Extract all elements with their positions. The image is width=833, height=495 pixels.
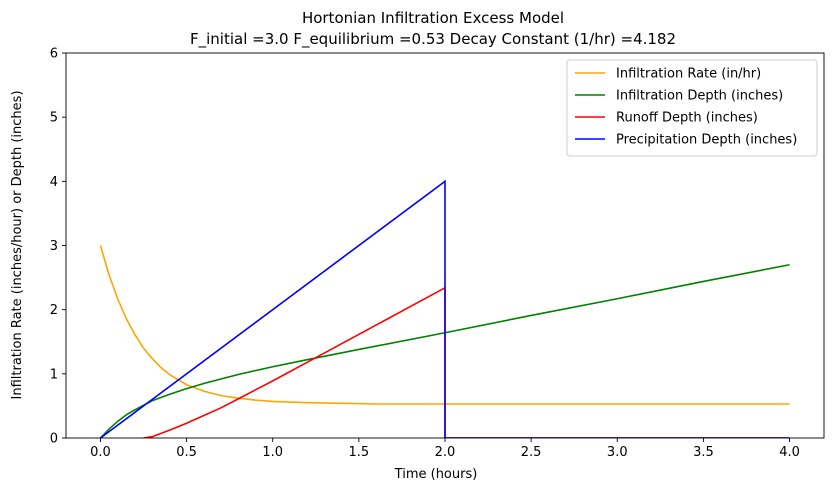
series-line-2 xyxy=(99,263,790,438)
y-tick-label: 5 xyxy=(50,111,58,126)
series-line-3 xyxy=(143,286,790,438)
y-tick-label: 6 xyxy=(50,47,58,62)
y-tick-label: 1 xyxy=(50,367,58,382)
x-tick-label: 0.0 xyxy=(90,445,111,460)
x-tick-label: 2.5 xyxy=(521,445,542,460)
x-tick-label: 3.5 xyxy=(693,445,714,460)
x-tick-label: 1.5 xyxy=(349,445,370,460)
x-tick-label: 3.0 xyxy=(607,445,628,460)
y-axis-label: Infiltration Rate (inches/hour) or Depth… xyxy=(10,90,25,399)
x-tick-label: 2.0 xyxy=(435,445,456,460)
legend-box xyxy=(566,59,818,157)
chart-title: Hortonian Infiltration Excess Model xyxy=(302,9,564,27)
chart-subtitle: F_initial =3.0 F_equilibrium =0.53 Decay… xyxy=(190,30,676,49)
y-tick-label: 2 xyxy=(50,303,58,318)
legend-label: Runoff Depth (inches) xyxy=(616,111,758,126)
series-line-4 xyxy=(99,179,790,438)
x-tick-label: 0.5 xyxy=(176,445,197,460)
x-tick-label: 1.0 xyxy=(262,445,283,460)
y-tick-label: 3 xyxy=(50,239,58,254)
x-tick-label: 4.0 xyxy=(779,445,800,460)
x-axis-label: Time (hours) xyxy=(394,467,478,482)
y-tick-label: 4 xyxy=(50,175,58,190)
legend-label: Infiltration Depth (inches) xyxy=(616,89,783,104)
legend-label: Infiltration Rate (in/hr) xyxy=(616,67,761,82)
series-line-1 xyxy=(99,245,790,405)
legend-label: Precipitation Depth (inches) xyxy=(616,133,797,148)
y-tick-label: 0 xyxy=(50,432,58,447)
